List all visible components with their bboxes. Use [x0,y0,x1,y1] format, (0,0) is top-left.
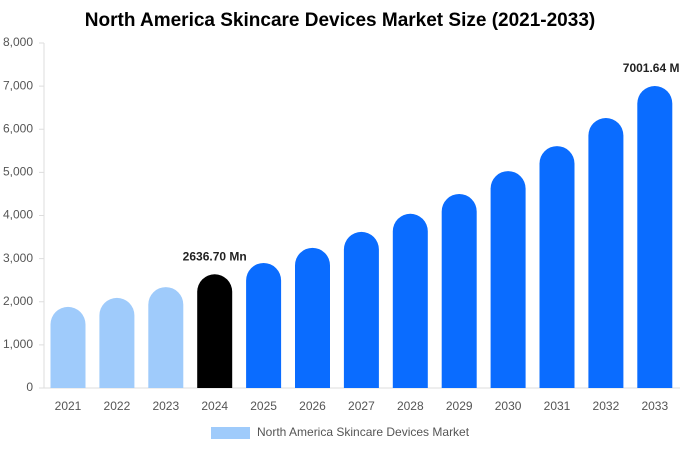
x-tick-label: 2026 [299,399,326,413]
y-tick-label: 1,000 [3,337,33,351]
x-tick-label: 2027 [348,399,375,413]
bar [539,146,575,388]
x-tick-label: 2028 [397,399,424,413]
bar [295,247,330,388]
y-tick-label: 7,000 [3,78,33,92]
x-tick-label: 2021 [55,399,82,413]
x-tick-label: 2033 [641,399,668,413]
bar [343,231,379,388]
bar [50,306,86,388]
bar [441,193,477,388]
bar [637,86,673,389]
y-tick-label: 2,000 [3,294,33,308]
x-tick-label: 2029 [446,399,473,413]
x-tick-label: 2025 [250,399,277,413]
y-tick-label: 6,000 [3,121,33,135]
x-tick-label: 2022 [104,399,131,413]
value-label: 2636.70 Mn [183,249,247,263]
bar [392,213,428,388]
y-tick-label: 4,000 [3,208,33,222]
bar [490,171,526,388]
bar [99,297,135,388]
bar [246,262,282,388]
x-tick-label: 2032 [593,399,620,413]
x-tick-label: 2031 [544,399,571,413]
y-tick-label: 5,000 [3,165,33,179]
value-label: 7001.64 Mn [623,61,680,75]
y-tick-label: 3,000 [3,251,33,265]
chart-title: North America Skincare Devices Market Si… [85,10,595,31]
bar [148,287,184,388]
bar [588,118,624,388]
legend-swatch [211,427,250,439]
y-tick-label: 8,000 [3,35,33,49]
legend-label: North America Skincare Devices Market [257,425,470,439]
x-tick-label: 2030 [495,399,522,413]
y-tick-label: 0 [26,380,33,394]
x-tick-label: 2024 [201,399,228,413]
x-tick-label: 2023 [152,399,179,413]
bar [197,274,233,388]
